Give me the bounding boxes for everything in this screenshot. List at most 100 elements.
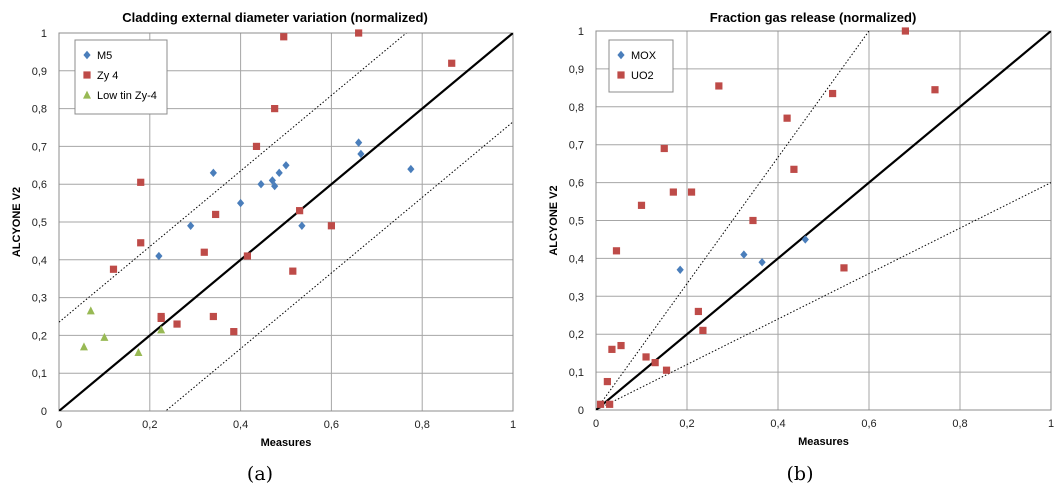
y-tick-label: 1 — [578, 26, 584, 38]
data-point-uo2 — [749, 216, 757, 225]
data-point-m5 — [237, 198, 245, 208]
legend: M5 Zy 4 Low tin Zy-4 — [74, 39, 168, 115]
data-point-zy-4 — [252, 142, 261, 150]
reference-line-dotted — [596, 31, 870, 410]
x-tick-label: 0,4 — [233, 419, 248, 431]
y-tick-label: 0,8 — [32, 104, 47, 116]
data-point-m5 — [271, 181, 279, 191]
data-point-low-tin-zy-4 — [86, 306, 95, 315]
x-axis-label: Measures — [798, 436, 849, 448]
chart-title: Cladding external diameter variation (no… — [122, 10, 428, 25]
data-point-uo2 — [603, 377, 611, 386]
x-axis-label: Measures — [261, 437, 312, 449]
data-point-zy-4 — [209, 312, 217, 321]
y-tick-label: 0,3 — [569, 291, 584, 303]
plot-area — [595, 30, 1052, 411]
data-point-zy-4 — [280, 33, 288, 41]
data-point-uo2 — [790, 165, 798, 173]
data-point-zy-4 — [271, 105, 279, 113]
reference-line-dotted — [164, 121, 513, 411]
x-tick-label: 0,6 — [324, 419, 339, 431]
data-point-uo2 — [715, 82, 723, 90]
data-point-zy-4 — [137, 178, 145, 186]
data-point-m5 — [357, 149, 365, 159]
y-tick-label: 0,4 — [32, 255, 47, 267]
data-point-m5 — [155, 251, 163, 261]
y-tick-label: 1 — [41, 28, 47, 40]
x-tick-label: 0,8 — [415, 419, 430, 431]
data-point-low-tin-zy-4 — [134, 348, 143, 357]
x-tick-label: 1 — [510, 419, 516, 431]
data-point-zy-4 — [289, 267, 297, 275]
data-point-low-tin-zy-4 — [157, 325, 166, 334]
data-point-zy-4 — [355, 29, 363, 37]
subfigure-caption: (b) — [787, 463, 814, 485]
series-mox — [676, 235, 809, 274]
y-tick-label: 0,4 — [569, 253, 584, 265]
x-tick-label: 0,8 — [952, 418, 967, 430]
data-point-low-tin-zy-4 — [100, 332, 109, 341]
data-point-mox — [676, 265, 684, 274]
data-point-uo2 — [606, 400, 614, 408]
legend-marker-low-tin-zy-4 — [83, 90, 91, 99]
data-point-m5 — [355, 138, 363, 147]
data-point-uo2 — [687, 188, 696, 196]
data-point-low-tin-zy-4 — [79, 342, 88, 351]
legend-box — [608, 39, 674, 93]
data-point-zy-4 — [212, 210, 220, 219]
series-low-tin-zy-4 — [79, 306, 166, 357]
y-tick-label: 0,1 — [32, 368, 47, 380]
legend-marker-zy-4 — [83, 71, 91, 79]
y-tick-label: 0,7 — [32, 141, 47, 153]
y-tick-label: 0,9 — [32, 66, 47, 78]
x-tick-label: 0 — [593, 418, 599, 430]
legend-marker-uo2 — [617, 71, 625, 79]
data-point-uo2 — [699, 326, 707, 335]
reference-line-identity — [59, 33, 513, 411]
x-tick-label: 0,2 — [679, 418, 694, 430]
y-tick-label: 0,3 — [32, 293, 47, 305]
data-point-uo2 — [608, 345, 616, 353]
x-tick-label: 0,6 — [861, 418, 876, 430]
series-uo2 — [596, 27, 939, 408]
legend-label-zy-4: Zy 4 — [97, 70, 118, 82]
legend: MOX UO2 — [608, 39, 674, 93]
legend-label-low-tin-zy-4: Low tin Zy-4 — [97, 90, 157, 102]
data-point-m5 — [257, 180, 265, 189]
y-tick-label: 0 — [41, 406, 47, 418]
reference-line-identity — [596, 31, 1051, 410]
data-point-zy-4 — [327, 222, 335, 230]
data-point-uo2 — [783, 114, 791, 122]
y-tick-label: 0,8 — [569, 102, 584, 114]
data-point-uo2 — [829, 89, 837, 98]
data-point-zy-4 — [109, 265, 118, 273]
x-tick-label: 0,2 — [142, 419, 157, 431]
data-point-uo2 — [651, 359, 659, 367]
x-tick-label: 0,4 — [770, 418, 785, 430]
reference-line-dotted — [59, 33, 408, 323]
chart-title: Fraction gas release (normalized) — [710, 10, 917, 25]
data-point-m5 — [407, 164, 415, 174]
data-point-uo2 — [662, 366, 671, 374]
reference-line-dotted — [596, 182, 1051, 410]
chart-b-fission-gas-release: Fraction gas release (normalized) 0 0,2 0,4… — [548, 10, 1054, 485]
series-zy-4 — [109, 29, 456, 336]
y-tick-label: 0,2 — [32, 330, 47, 342]
data-point-mox — [758, 257, 766, 267]
y-tick-label: 0,6 — [569, 178, 584, 190]
y-tick-label: 0,2 — [569, 329, 584, 341]
y-tick-label: 0,5 — [569, 216, 584, 228]
series-m5 — [155, 138, 415, 261]
data-point-uo2 — [642, 353, 650, 361]
y-tick-label: 0 — [578, 405, 584, 417]
y-tick-label: 0,5 — [32, 217, 47, 229]
data-point-m5 — [275, 168, 283, 178]
data-point-uo2 — [840, 264, 848, 272]
data-point-uo2 — [617, 341, 625, 350]
data-point-zy-4 — [173, 320, 181, 328]
data-point-m5 — [282, 161, 290, 170]
data-point-mox — [740, 250, 748, 259]
y-axis-label: ALCYONE V2 — [548, 185, 560, 255]
y-tick-label: 0,9 — [569, 64, 584, 76]
data-point-uo2 — [901, 27, 909, 35]
